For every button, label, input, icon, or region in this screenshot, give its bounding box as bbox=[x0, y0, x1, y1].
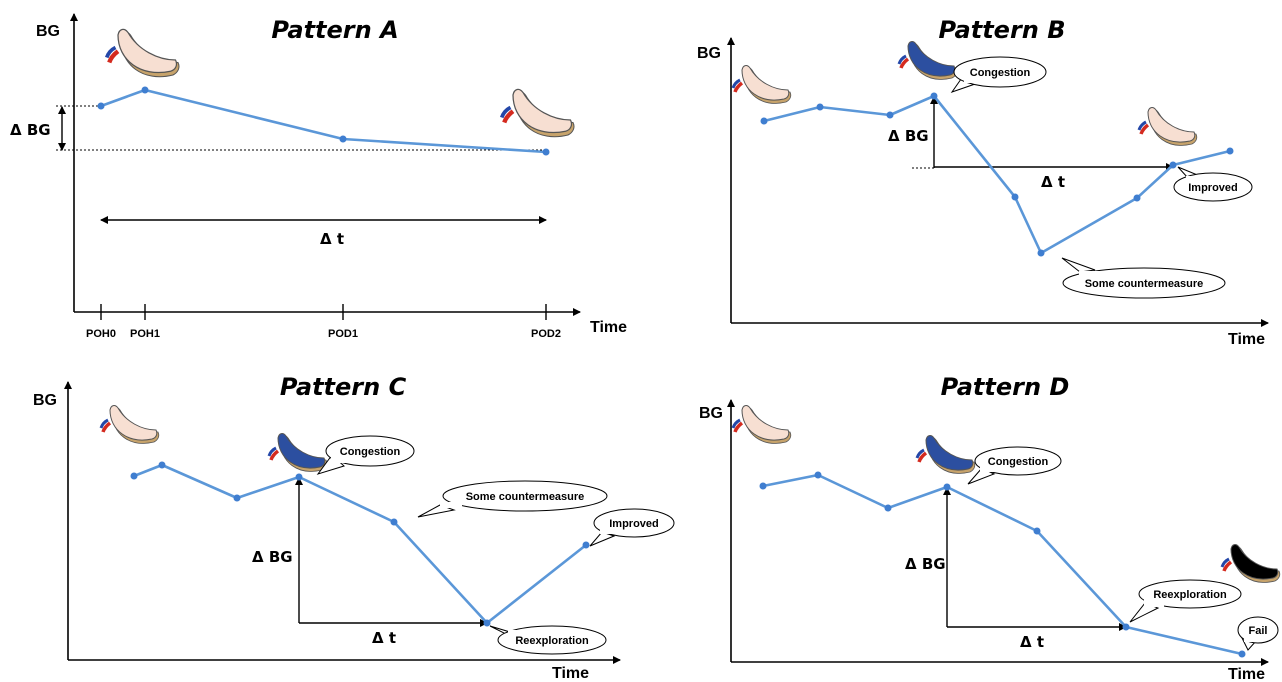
delta-t-label: Δ t bbox=[1041, 173, 1065, 191]
data-point bbox=[816, 103, 824, 111]
delta-bg-label: Δ BG bbox=[888, 127, 929, 145]
y-axis-label: BG bbox=[699, 405, 723, 422]
callout-text: Congestion bbox=[988, 456, 1049, 468]
y-axis-label: BG bbox=[33, 392, 57, 409]
callout-text: Reexploration bbox=[515, 635, 589, 647]
data-point bbox=[930, 92, 938, 100]
callout-some-countermeasure: Some countermeasure bbox=[417, 480, 608, 518]
y-axis-label: BG bbox=[697, 45, 721, 62]
data-point bbox=[1169, 161, 1177, 169]
delta-bg-label: Δ BG bbox=[10, 121, 51, 139]
x-axis-label: Time bbox=[1228, 331, 1265, 348]
panel-c: Pattern C BG Time Δ BG Δ t Congestion So… bbox=[33, 373, 675, 682]
callout-improved: Improved bbox=[589, 508, 675, 547]
heart-icon bbox=[731, 403, 793, 446]
x-axis-label: Time bbox=[590, 319, 627, 336]
delta-bg-label: Δ BG bbox=[905, 555, 946, 573]
x-axis-label: Time bbox=[552, 665, 589, 682]
callout-fail: Fail bbox=[1237, 616, 1279, 651]
callout-text: Congestion bbox=[970, 67, 1031, 79]
data-point bbox=[943, 483, 951, 491]
callout-text: Some countermeasure bbox=[1085, 278, 1204, 290]
congested-heart-icon bbox=[267, 431, 329, 474]
bg-trend-line bbox=[100, 88, 547, 154]
data-point bbox=[542, 148, 550, 156]
callout-congestion: Congestion bbox=[316, 435, 415, 475]
y-axis-label: BG bbox=[36, 23, 60, 40]
data-point bbox=[339, 135, 347, 143]
callout-congestion: Congestion bbox=[950, 56, 1047, 93]
data-point bbox=[295, 473, 303, 481]
panel-title: Pattern A bbox=[271, 16, 398, 44]
callout-reexploration: Reexploration bbox=[489, 625, 607, 655]
panel-d: Pattern D BG Time Δ BG Δ t Congestion bbox=[699, 373, 1282, 682]
data-point bbox=[390, 518, 398, 526]
data-point bbox=[759, 482, 767, 490]
panel-title: Pattern C bbox=[280, 373, 407, 401]
data-point bbox=[141, 86, 149, 94]
callout-text: Improved bbox=[1188, 182, 1238, 194]
data-point bbox=[1011, 193, 1019, 201]
data-point bbox=[1133, 194, 1141, 202]
data-point bbox=[483, 619, 491, 627]
data-point bbox=[884, 504, 892, 512]
failed-heart-icon bbox=[1220, 542, 1282, 585]
tick-label-pod1: POD1 bbox=[328, 328, 358, 340]
tick-label-poh1: POH1 bbox=[130, 328, 160, 340]
data-point bbox=[1238, 650, 1246, 658]
delta-t-label: Δ t bbox=[372, 629, 396, 647]
heart-icon bbox=[731, 63, 793, 106]
congested-heart-icon bbox=[897, 39, 959, 82]
data-point bbox=[233, 494, 241, 502]
delta-t-label: Δ t bbox=[320, 230, 344, 248]
x-axis-label: Time bbox=[1228, 666, 1265, 682]
heart-icon bbox=[99, 403, 161, 446]
callout-some-countermeasure: Some countermeasure bbox=[1061, 257, 1226, 299]
panel-title: Pattern D bbox=[941, 373, 1070, 401]
data-point bbox=[97, 102, 105, 110]
data-point bbox=[886, 111, 894, 119]
callout-text: Fail bbox=[1249, 625, 1268, 637]
panel-b: Pattern B BG Time Δ BG Δ t Congestion bbox=[697, 16, 1269, 348]
delta-t-label: Δ t bbox=[1020, 633, 1044, 651]
callout-text: Some countermeasure bbox=[466, 491, 585, 503]
tick-label-poh0: POH0 bbox=[86, 328, 116, 340]
callout-reexploration: Reexploration bbox=[1129, 579, 1242, 623]
data-point bbox=[130, 472, 138, 480]
data-point bbox=[1122, 623, 1130, 631]
heart-icon bbox=[502, 89, 574, 136]
callout-text: Improved bbox=[609, 518, 659, 530]
heart-icon bbox=[1137, 105, 1199, 148]
data-point bbox=[1226, 147, 1234, 155]
callout-text: Reexploration bbox=[1153, 589, 1227, 601]
callout-text: Congestion bbox=[340, 446, 401, 458]
data-point bbox=[1037, 249, 1045, 257]
panel-a: Pattern A BG Time POH0 POH1 POD1 POD2 Δ … bbox=[10, 13, 627, 340]
delta-bg-label: Δ BG bbox=[252, 548, 293, 566]
panel-title: Pattern B bbox=[938, 16, 1065, 44]
congested-heart-icon bbox=[915, 433, 977, 476]
data-point bbox=[158, 461, 166, 469]
data-point bbox=[760, 117, 768, 125]
heart-icon bbox=[107, 29, 179, 76]
tick-label-pod2: POD2 bbox=[531, 328, 561, 340]
data-point bbox=[814, 471, 822, 479]
data-point bbox=[582, 541, 590, 549]
data-point bbox=[1033, 527, 1041, 535]
callout-congestion: Congestion bbox=[967, 446, 1062, 485]
callout-improved: Improved bbox=[1173, 166, 1253, 202]
